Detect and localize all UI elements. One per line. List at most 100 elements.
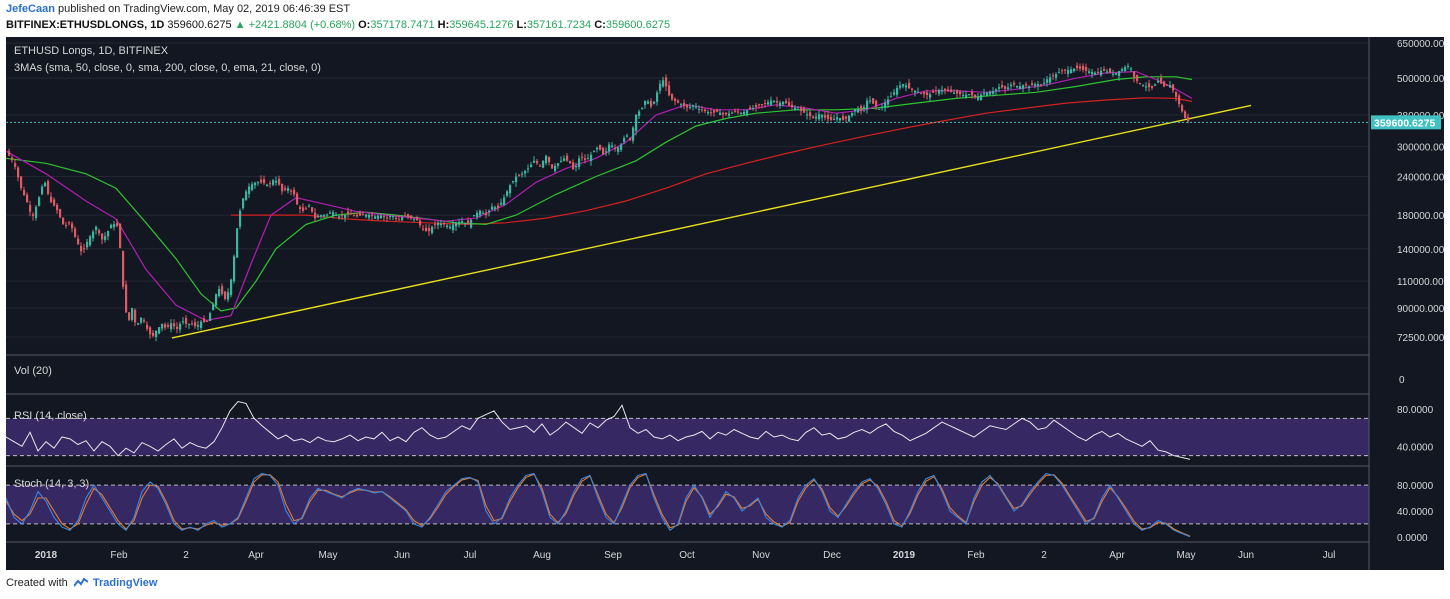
candle-body [506,191,509,196]
time-tick-label: Jul [464,550,477,561]
candle-body [995,89,998,91]
candle-body [221,286,224,294]
candle-body [89,236,92,246]
candle-body [674,98,677,102]
candle-body [1058,72,1061,74]
candle-body [896,87,899,95]
candle-body [257,182,260,184]
candle-body [395,217,398,220]
candle-body [230,279,233,296]
last-price-box [1371,115,1441,130]
candle-body [1025,84,1028,86]
candle-body [866,100,869,109]
candle-body [461,221,464,223]
candle-body [29,205,32,212]
chart-area[interactable]: ETHUSD Longs, 1D, BITFINEX 3MAs (sma, 50… [6,37,1444,570]
time-tick-label: Aug [533,550,551,561]
candle-body [779,102,782,106]
candle-body [599,145,602,150]
candle-body [872,98,875,104]
candle-body [1031,83,1034,86]
candle-body [320,215,323,217]
candle-body [1010,84,1013,87]
candle-body [20,176,23,189]
sma50-line [6,76,1193,312]
candle-body [59,209,62,218]
candle-body [917,91,920,93]
candle-body [776,100,779,103]
candle-body [980,94,983,101]
rsi-pane[interactable]: RSI (14, close) [6,400,1369,460]
candle-body [665,77,668,87]
candle-body [383,216,386,218]
candle-body [164,324,167,328]
candle-body [311,207,314,212]
candle-body [449,226,452,229]
candle-body [128,312,131,320]
candle-body [11,157,14,161]
candle-body [647,101,650,104]
time-tick-label: May [319,550,338,561]
last-price: 359600.6275 [167,19,232,31]
candle-body [932,91,935,93]
rsi-line [6,400,1191,460]
candle-body [122,250,125,287]
candle-body [1127,66,1130,68]
price-tick-label: 650000.0000 [1397,39,1444,50]
candle-body [962,95,965,97]
candle-body [1100,70,1103,76]
candle-body [737,111,740,113]
candle-body [56,204,59,211]
stoch-band [6,485,1369,524]
candle-body [626,135,629,137]
candle-body [518,174,521,176]
candle-body [371,214,374,216]
candle-body [215,294,218,306]
candle-body [1076,65,1079,69]
candle-body [1007,87,1010,90]
candle-body [332,212,335,217]
time-axis[interactable]: 2018 Feb 2 Apr May Jun Jul Aug Sep Oct Nov Dec 2019 F… [35,550,1336,561]
candle-body [524,171,527,174]
candle-body [623,138,626,142]
candle-body [908,82,911,89]
candle-body [551,164,554,169]
candle-body [1061,70,1064,72]
candle-body [782,101,785,105]
candle-body [983,93,986,95]
candle-body [194,322,197,327]
volume-pane[interactable]: Vol (20) [14,365,52,377]
candle-body [248,186,251,194]
candle-body [38,197,41,206]
candle-body [92,231,95,239]
candle-body [1178,95,1181,105]
candle-body [569,160,572,164]
candle-body [1154,84,1157,86]
candle-body [302,207,305,211]
candle-body [470,219,473,228]
candle-body [1046,79,1049,83]
trendline[interactable] [171,104,1252,339]
candle-body [206,320,209,322]
stoch-pane[interactable]: Stoch (14, 3, 3) [6,472,1369,538]
candle-body [845,116,848,119]
candle-body [239,210,242,227]
tradingview-brand[interactable]: TradingView [92,577,158,589]
candle-body [398,219,401,221]
candle-body [692,105,695,107]
candle-body [338,216,341,218]
candle-body [1106,71,1109,73]
candle-body [710,112,713,114]
high-label: H: [437,19,450,31]
time-tick-label: Sep [604,550,622,561]
price-pane[interactable]: ETHUSD Longs, 1D, BITFINEX 3MAs (sma, 50… [6,45,1369,342]
candle-body [509,185,512,194]
candle-body [305,208,308,210]
candle-body [197,324,200,327]
candle-body [611,145,614,148]
ohlc-line: BITFINEX:ETHUSDLONGS, 1D 359600.6275 ▲ +… [6,19,670,31]
author-name[interactable]: JefeCaan [6,3,55,15]
candle-body [293,189,296,195]
candle-body [455,222,458,227]
candle-body [308,205,311,207]
